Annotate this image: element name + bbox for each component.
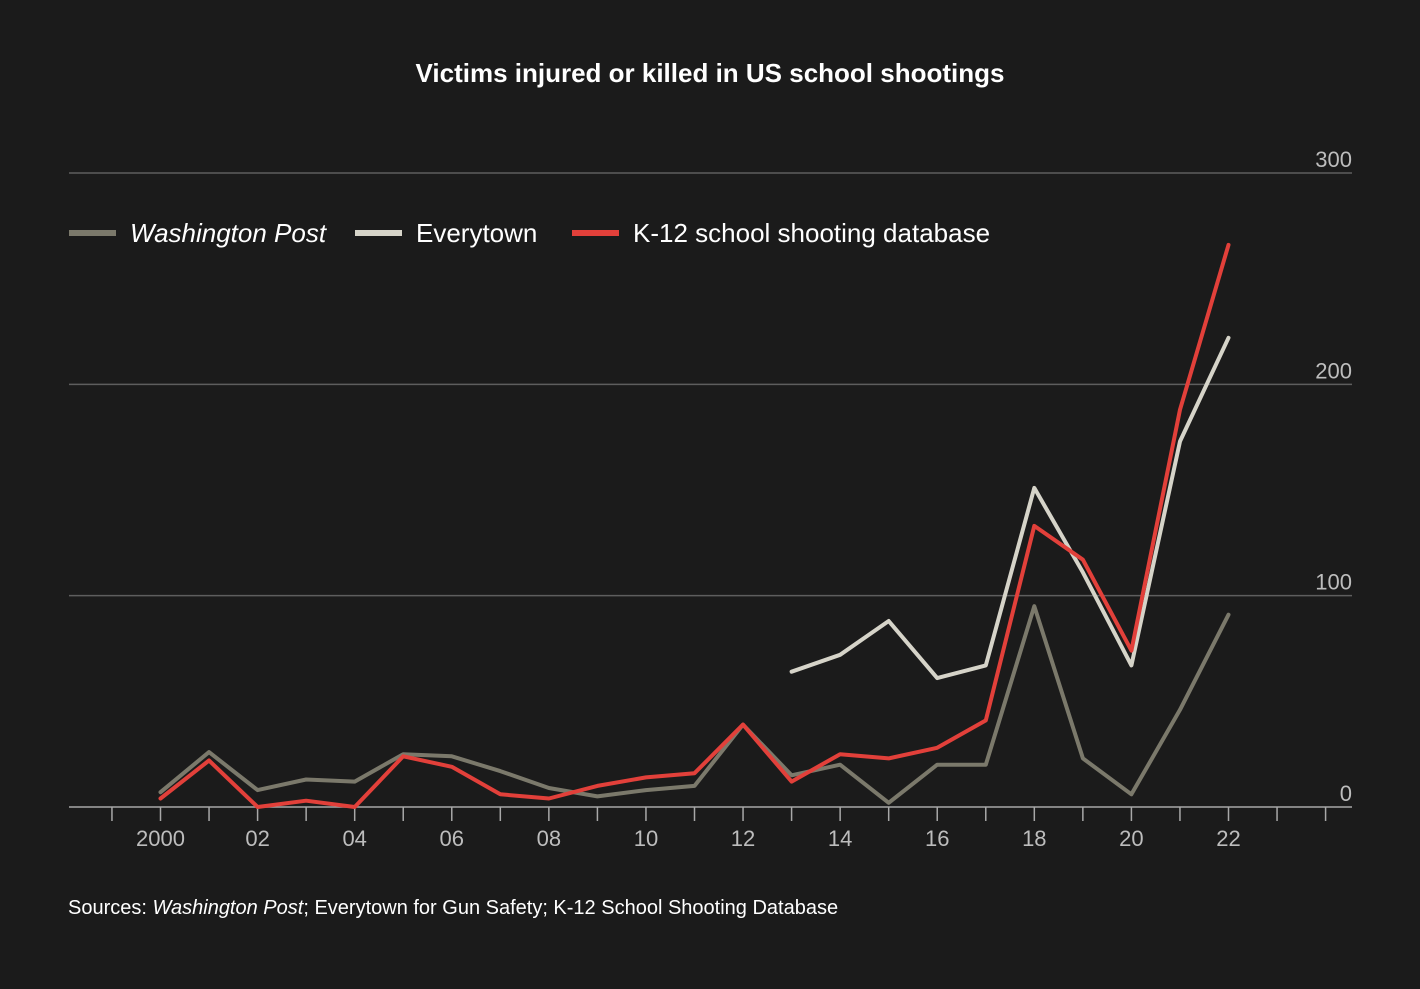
x-tick-label: 10 xyxy=(634,826,658,851)
x-tick-label: 22 xyxy=(1216,826,1240,851)
source-note: Sources: Washington Post; Everytown for … xyxy=(68,897,838,920)
x-tick-label: 04 xyxy=(342,826,366,851)
series-line-2 xyxy=(158,242,1231,809)
y-tick-label: 0 xyxy=(1340,781,1352,806)
grid-layer xyxy=(69,172,1352,597)
source-suffix: ; Everytown for Gun Safety; K-12 School … xyxy=(303,897,839,919)
x-tick-label: 12 xyxy=(731,826,755,851)
y-tick-label: 200 xyxy=(1315,358,1352,383)
series-layer xyxy=(158,242,1231,809)
series-line-0 xyxy=(158,604,1231,805)
chart-title: Victims injured or killed in US school s… xyxy=(415,58,1005,88)
x-tick-label: 16 xyxy=(925,826,949,851)
source-italic: Washington Post xyxy=(152,897,304,919)
x-tick-label: 20 xyxy=(1119,826,1143,851)
x-tick-label: 08 xyxy=(537,826,561,851)
series-line-1 xyxy=(789,335,1231,681)
y-tick-label: 300 xyxy=(1315,147,1352,172)
y-tick-label: 100 xyxy=(1315,570,1352,595)
source-prefix: Sources: xyxy=(68,897,153,919)
legend-label-0: Washington Post xyxy=(130,218,328,248)
legend-label-1: Everytown xyxy=(416,218,537,248)
x-tick-label: 06 xyxy=(440,826,464,851)
x-tick-label: 14 xyxy=(828,826,852,851)
x-tick-label: 02 xyxy=(245,826,269,851)
x-tick-label: 2000 xyxy=(136,826,185,851)
legend: Washington Post Everytown K-12 school shoo… xyxy=(69,218,990,248)
x-tick-label: 18 xyxy=(1022,826,1046,851)
axis-layer: 0 100 200 300 2000 02 04 06 08 10 12 14 16 18 20 22 xyxy=(69,147,1352,851)
legend-label-2: K-12 school shooting database xyxy=(633,218,990,248)
